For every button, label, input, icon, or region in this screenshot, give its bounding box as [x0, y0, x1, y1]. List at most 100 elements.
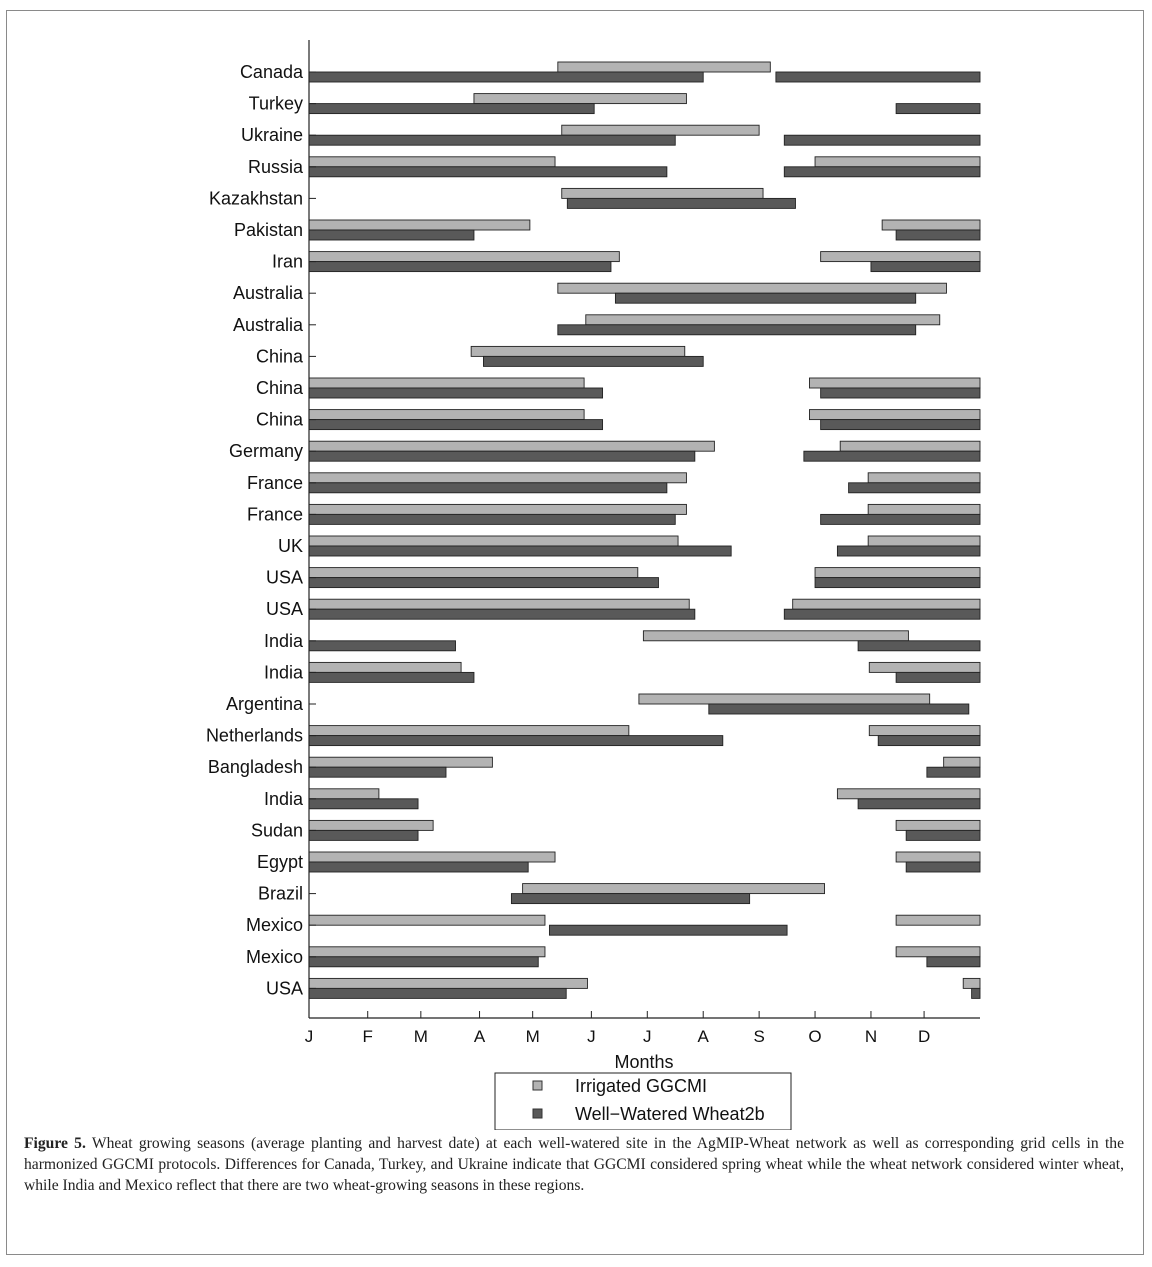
bar-irrigated — [308, 598, 690, 610]
bar-wheat2b — [971, 987, 981, 999]
row-label: Turkey — [249, 94, 303, 114]
row-label: USA — [266, 599, 303, 619]
row-label: Australia — [233, 315, 304, 335]
bar-wheat2b — [510, 893, 751, 905]
row-label: Kazakhstan — [209, 188, 303, 208]
bar-irrigated — [962, 977, 981, 989]
row-label: Ukraine — [241, 125, 303, 145]
bar-irrigated — [814, 567, 981, 579]
bar-wheat2b — [905, 829, 981, 841]
row-label: Pakistan — [234, 220, 303, 240]
bar-irrigated — [895, 851, 981, 863]
bar-wheat2b — [308, 987, 567, 999]
bar-wheat2b — [308, 229, 475, 241]
bar-wheat2b — [775, 71, 981, 83]
bar-irrigated — [557, 282, 947, 294]
row-label: India — [264, 662, 304, 682]
row-label: India — [264, 789, 304, 809]
axis-layer: Canada Turkey Ukraine Russia Kazakhstan Pakis… — [206, 40, 980, 1046]
legend-swatch-irrigated — [532, 1080, 543, 1091]
bar-wheat2b — [308, 71, 704, 83]
row-label: Iran — [272, 252, 303, 272]
bar-irrigated — [308, 377, 585, 389]
bar-wheat2b — [783, 608, 981, 620]
bar-wheat2b — [308, 766, 447, 778]
row-label: India — [264, 631, 304, 651]
bar-wheat2b — [308, 419, 604, 431]
bar-wheat2b — [836, 545, 981, 557]
bar-wheat2b — [308, 640, 456, 652]
row-label: USA — [266, 978, 303, 998]
wheat-season-chart: Canada Turkey Ukraine Russia Kazakhstan Pakis… — [206, 40, 981, 1130]
legend-swatch-wheat2b — [532, 1108, 543, 1119]
row-label: Egypt — [257, 852, 303, 872]
bar-wheat2b — [783, 134, 981, 146]
bar-wheat2b — [820, 387, 981, 399]
bar-irrigated — [308, 851, 556, 863]
legend-label-irrigated: Irrigated GGCMI — [575, 1076, 707, 1096]
x-tick-label: O — [808, 1027, 821, 1046]
x-tick-label: M — [526, 1027, 540, 1046]
bar-irrigated — [308, 819, 434, 831]
bar-irrigated — [308, 661, 462, 673]
bar-wheat2b — [814, 577, 981, 589]
bar-irrigated — [642, 630, 909, 642]
row-label: France — [247, 504, 303, 524]
bar-irrigated — [308, 440, 715, 452]
bar-wheat2b — [308, 608, 696, 620]
bar-wheat2b — [308, 261, 612, 273]
bar-irrigated — [308, 251, 620, 263]
legend-box — [494, 1072, 792, 1130]
bar-irrigated — [308, 409, 585, 421]
bar-irrigated — [308, 977, 588, 989]
bar-irrigated — [473, 93, 687, 105]
bar-irrigated — [836, 788, 981, 800]
caption-text: Wheat growing seasons (average planting … — [24, 1135, 1125, 1194]
x-tick-label: J — [643, 1027, 652, 1046]
x-tick-label: J — [305, 1027, 314, 1046]
x-tick-label: S — [753, 1027, 764, 1046]
bar-wheat2b — [308, 103, 595, 115]
bar-wheat2b — [877, 735, 981, 747]
bar-wheat2b — [895, 229, 981, 241]
bar-irrigated — [308, 946, 546, 958]
bar-irrigated — [585, 314, 941, 326]
x-tick-label: F — [363, 1027, 373, 1046]
bar-wheat2b — [308, 577, 659, 589]
row-label: France — [247, 473, 303, 493]
bar-irrigated — [561, 124, 760, 136]
bar-irrigated — [470, 345, 686, 357]
bar-wheat2b — [820, 513, 981, 525]
bar-wheat2b — [708, 703, 970, 715]
bar-irrigated — [867, 535, 981, 547]
bar-wheat2b — [803, 450, 981, 462]
bar-wheat2b — [857, 640, 981, 652]
bar-irrigated — [839, 440, 981, 452]
bar-irrigated — [522, 883, 826, 895]
x-tick-label: N — [865, 1027, 877, 1046]
bar-wheat2b — [857, 798, 981, 810]
bar-irrigated — [308, 503, 687, 515]
x-tick-label: J — [587, 1027, 596, 1046]
bar-wheat2b — [926, 766, 981, 778]
bar-wheat2b — [895, 103, 981, 115]
bar-wheat2b — [614, 292, 917, 304]
bar-wheat2b — [820, 419, 981, 431]
bar-irrigated — [308, 725, 630, 737]
row-label: Russia — [248, 157, 304, 177]
bar-irrigated — [820, 251, 981, 263]
bar-wheat2b — [926, 956, 981, 968]
bar-irrigated — [895, 914, 981, 926]
row-label: Australia — [233, 283, 304, 303]
row-label: China — [256, 410, 304, 430]
row-label: Mexico — [246, 947, 303, 967]
bar-wheat2b — [308, 166, 668, 178]
bar-irrigated — [809, 377, 981, 389]
figure-caption: Figure 5. Wheat growing seasons (average… — [24, 1133, 1124, 1196]
bar-irrigated — [867, 503, 981, 515]
figure-frame — [6, 10, 1144, 1255]
x-axis-label: Months — [614, 1052, 673, 1072]
bar-wheat2b — [308, 545, 732, 557]
legend-label-wheat2b: Well−Watered Wheat2b — [575, 1104, 765, 1124]
bar-irrigated — [867, 472, 981, 484]
